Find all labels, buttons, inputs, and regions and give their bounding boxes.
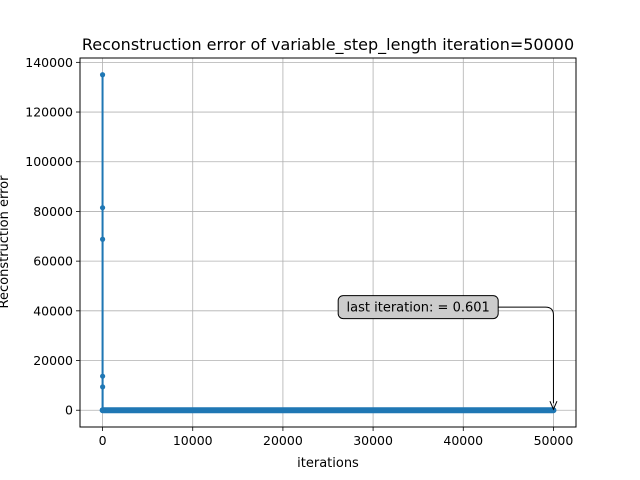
plot-frame <box>79 57 577 428</box>
series-point <box>100 373 106 379</box>
x-axis-label: iterations <box>297 456 359 471</box>
annotation-arrowhead <box>549 401 558 411</box>
series-point <box>99 72 106 78</box>
y-tick-label: 80000 <box>33 204 73 219</box>
y-tick-label: 60000 <box>33 254 73 269</box>
series-line-group <box>99 72 557 414</box>
y-tick-label: 40000 <box>33 303 73 318</box>
y-axis-label: Reconstruction error <box>0 175 12 309</box>
series-point <box>100 384 106 390</box>
y-tick-label: 120000 <box>25 105 73 120</box>
grid <box>80 58 576 427</box>
annotation-box <box>337 295 499 320</box>
y-tick-label: 100000 <box>25 154 73 169</box>
series-point <box>99 236 106 242</box>
x-tick-label: 30000 <box>353 433 393 448</box>
annotation-label: last iteration: = 0.601 <box>347 301 490 316</box>
series-point <box>99 205 106 211</box>
x-tick-label: 10000 <box>173 433 213 448</box>
x-tick-label: 20000 <box>263 433 303 448</box>
y-tick-label: 140000 <box>25 55 73 70</box>
y-tick-label: 0 <box>65 403 73 418</box>
x-tick-label: 0 <box>99 433 107 448</box>
x-tick-label: 50000 <box>534 433 574 448</box>
y-tick-label: 20000 <box>33 353 73 368</box>
x-tick-label: 40000 <box>443 433 483 448</box>
annotation: last iteration: = 0.601 <box>337 295 558 411</box>
ticks: 0 10000 20000 30000 40000 50000 0 20000 40000 600… <box>25 55 573 448</box>
chart-title: Reconstruction error of variable_step_le… <box>82 35 574 55</box>
series-point <box>100 407 106 413</box>
annotation-arrow <box>498 306 554 404</box>
